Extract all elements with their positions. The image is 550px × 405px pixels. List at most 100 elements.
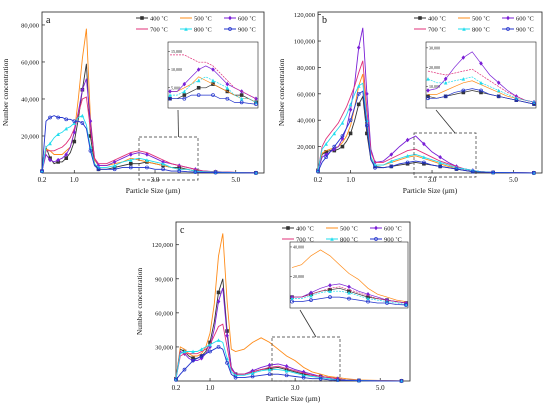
- series-point-5: [56, 115, 60, 120]
- inset-series-point-5: [225, 96, 230, 101]
- series-point-5: [254, 171, 258, 175]
- inset-y-tick-label: 10,000: [171, 67, 182, 73]
- series-point-5: [454, 167, 459, 171]
- inset-y-tick-label: 10,000: [429, 84, 440, 90]
- series-point-2: [56, 157, 60, 163]
- inset-series-point-4: [426, 77, 430, 81]
- series-point-0: [348, 131, 353, 136]
- legend-label: 400 ˚C: [150, 16, 168, 23]
- series-point-5: [324, 155, 328, 160]
- inset-series-point-2: [328, 283, 332, 288]
- series-point-5: [88, 148, 93, 153]
- series-point-5: [191, 358, 195, 363]
- legend-marker: [184, 27, 188, 31]
- series-line-4: [175, 339, 402, 382]
- y-axis-title: Number concentration: [1, 59, 10, 127]
- inset-series-point-2: [347, 284, 351, 290]
- series-line-4: [41, 114, 256, 174]
- x-tick-label: 1.0: [206, 384, 215, 392]
- series-point-5: [161, 167, 165, 172]
- inset-series-line-3: [170, 54, 257, 100]
- series-point-5: [64, 117, 69, 122]
- series-point-5: [491, 170, 495, 175]
- y-tick-label: 90,000: [155, 276, 173, 283]
- inset-series-point-0: [196, 85, 201, 90]
- series-point-2: [216, 299, 221, 304]
- zoom-arrow: [299, 309, 317, 338]
- series-line-3: [175, 323, 402, 382]
- zoom-region-box: [138, 136, 199, 181]
- series-point-5: [72, 119, 77, 124]
- series-point-4: [129, 158, 133, 162]
- inset-series-point-2: [496, 80, 501, 85]
- inset-frame: [167, 41, 259, 109]
- inset-chart: 10,000 20,000 30,000: [425, 41, 537, 109]
- y-tick-label: 80,000: [21, 22, 39, 29]
- y-axis-title: Number concentration: [135, 268, 144, 336]
- x-tick-label: 0.2: [38, 176, 47, 184]
- legend-label: 400 ˚C: [296, 226, 314, 233]
- inset-series-point-5: [168, 96, 172, 101]
- series-point-0: [324, 150, 328, 154]
- inset-series-line-5: [292, 296, 407, 306]
- legend-label: 600 ˚C: [384, 226, 402, 233]
- y-tick-label: 20,000: [297, 144, 315, 151]
- series-point-5: [40, 169, 44, 173]
- inset-series-point-5: [366, 299, 370, 304]
- legend-label: 700 ˚C: [296, 237, 314, 244]
- series-point-5: [356, 91, 361, 96]
- inset-series-point-4: [443, 80, 448, 85]
- series-point-5: [233, 375, 238, 380]
- legend-label: 600 ˚C: [516, 16, 534, 23]
- series-point-5: [177, 169, 182, 173]
- series-point-5: [48, 115, 52, 120]
- series-point-0: [129, 161, 133, 166]
- zoom-arrow: [177, 109, 179, 138]
- series-point-2: [284, 364, 289, 369]
- series-point-5: [373, 165, 377, 170]
- inset-series-point-5: [479, 88, 483, 93]
- series-point-4: [340, 121, 345, 125]
- series-point-4: [80, 113, 85, 118]
- inset-series-point-4: [479, 80, 483, 85]
- series-point-5: [405, 160, 410, 165]
- series-point-0: [72, 139, 77, 144]
- series-point-0: [216, 290, 221, 295]
- series-point-2: [129, 152, 133, 157]
- inset-series-point-2: [196, 67, 201, 72]
- series-point-4: [348, 102, 353, 107]
- inset-series-line-1: [291, 249, 407, 302]
- inset-series-point-5: [443, 94, 448, 99]
- series-point-5: [174, 378, 178, 382]
- series-point-2: [267, 362, 272, 368]
- inset-series-point-5: [196, 93, 201, 97]
- legend-label: 500 ˚C: [194, 16, 212, 23]
- series-point-2: [405, 137, 410, 143]
- inset-series-point-0: [479, 90, 483, 95]
- legend-marker: [374, 225, 378, 231]
- series-point-5: [301, 375, 306, 380]
- series-point-4: [145, 158, 149, 162]
- series-point-4: [174, 376, 178, 381]
- inset-series-line-3: [427, 68, 535, 103]
- inset-y-tick-label: 20,000: [293, 274, 304, 280]
- series-point-5: [365, 123, 369, 128]
- series-point-4: [254, 171, 258, 175]
- series-point-2: [356, 45, 361, 50]
- series-point-5: [145, 165, 149, 170]
- inset-series-point-0: [182, 93, 187, 97]
- series-point-4: [332, 131, 337, 136]
- series-point-4: [48, 141, 52, 146]
- inset-series-line-5: [428, 88, 535, 105]
- legend-marker: [140, 16, 144, 20]
- inset-series-point-5: [426, 96, 430, 101]
- series-point-5: [112, 167, 117, 172]
- legend-label: 900 ˚C: [238, 27, 256, 34]
- inset-series-point-2: [168, 89, 172, 94]
- series-point-0: [64, 156, 69, 160]
- series-point-4: [182, 349, 187, 354]
- series-point-2: [225, 333, 229, 338]
- inset-series-point-4: [496, 88, 501, 93]
- panel-label: b: [322, 15, 327, 26]
- inset-series-point-2: [225, 81, 230, 87]
